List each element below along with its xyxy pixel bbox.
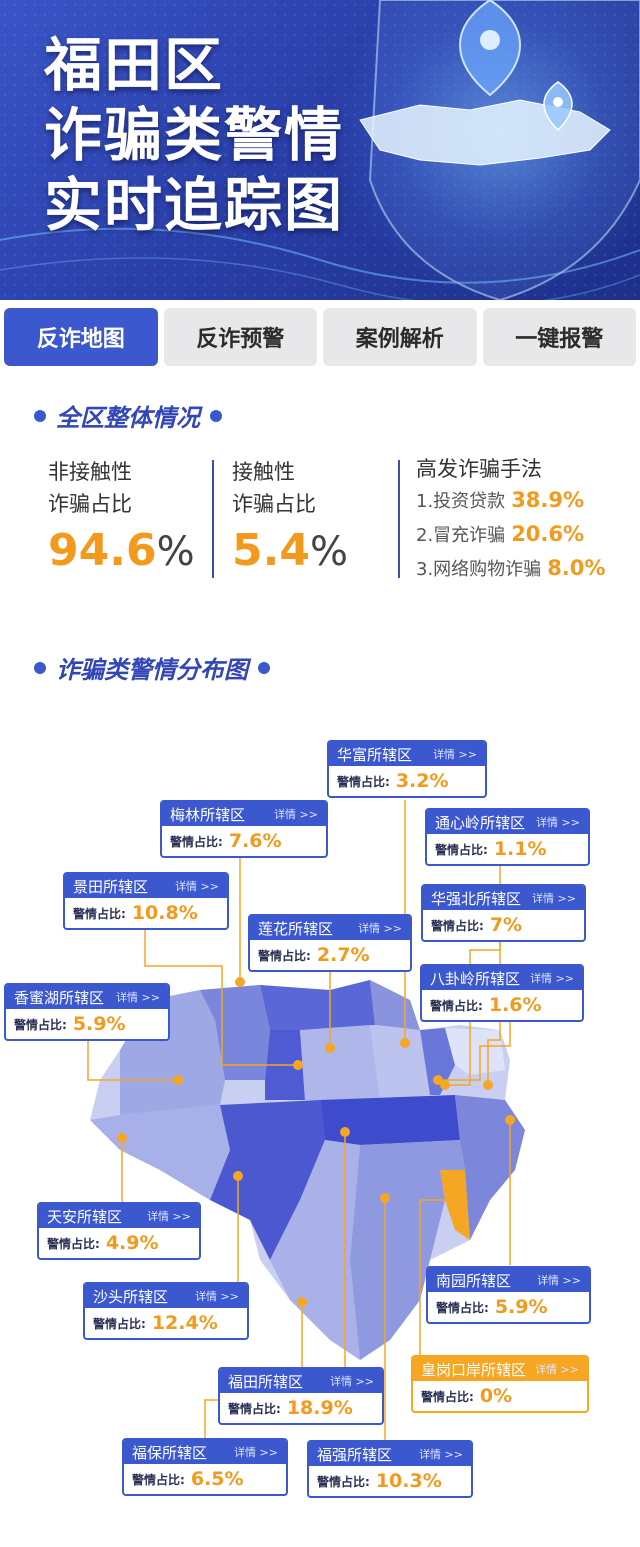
non-contact-value: 94.6% bbox=[48, 525, 195, 576]
banner-title-line-1: 福田区 bbox=[44, 31, 225, 99]
shield-map-illustration bbox=[0, 0, 640, 300]
contact-stat: 接触性 诈骗占比 5.4% bbox=[232, 456, 348, 577]
region-meilin[interactable] bbox=[260, 980, 375, 1030]
location-pin-icon bbox=[458, 0, 522, 97]
detail-link[interactable]: 详情 >> bbox=[147, 1210, 191, 1223]
district-card-tianan[interactable]: 天安所辖区 详情 >> 警情占比: 4.9% bbox=[37, 1202, 201, 1260]
non-contact-label-2: 诈骗占比 bbox=[48, 492, 132, 516]
district-card-bagualing[interactable]: 八卦岭所辖区 详情 >> 警情占比: 1.6% bbox=[420, 964, 584, 1022]
overview-title-text: 全区整体情况 bbox=[56, 404, 200, 432]
district-card-xiangmihu[interactable]: 香蜜湖所辖区 详情 >> 警情占比: 5.9% bbox=[4, 983, 170, 1041]
detail-link[interactable]: 详情 >> bbox=[537, 1274, 581, 1287]
distribution-section-title: 诈骗类警情分布图 bbox=[34, 650, 270, 685]
stat-divider bbox=[212, 460, 214, 578]
district-card-meilin[interactable]: 梅林所辖区 详情 >> 警情占比: 7.6% bbox=[160, 800, 328, 858]
district-card-huafu[interactable]: 华富所辖区 详情 >> 警情占比: 3.2% bbox=[327, 740, 487, 798]
region-fuqiang[interactable] bbox=[350, 1140, 465, 1360]
detail-link[interactable]: 详情 >> bbox=[536, 816, 580, 829]
detail-link[interactable]: 详情 >> bbox=[116, 991, 160, 1004]
detail-link[interactable]: 详情 >> bbox=[419, 1448, 463, 1461]
detail-link[interactable]: 详情 >> bbox=[234, 1446, 278, 1459]
tab-fraud-warning[interactable]: 反诈预警 bbox=[163, 308, 317, 366]
region-bagualing[interactable] bbox=[420, 1028, 455, 1095]
banner-title-line-3: 实时追踪图 bbox=[44, 171, 345, 239]
fraud-method-item: 1.投资贷款 38.9% bbox=[416, 488, 585, 512]
non-contact-label-1: 非接触性 bbox=[48, 460, 132, 484]
contact-label-1: 接触性 bbox=[232, 460, 295, 484]
detail-link[interactable]: 详情 >> bbox=[535, 1363, 579, 1376]
district-card-huaqiangbei[interactable]: 华强北所辖区 详情 >> 警情占比: 7% bbox=[421, 884, 586, 942]
region-futian[interactable] bbox=[320, 1095, 460, 1145]
fraud-method-item: 3.网络购物诈骗 8.0% bbox=[416, 556, 606, 580]
fraud-methods-title: 高发诈骗手法 bbox=[416, 457, 542, 481]
district-card-futian[interactable]: 福田所辖区 详情 >> 警情占比: 18.9% bbox=[218, 1367, 384, 1425]
detail-link[interactable]: 详情 >> bbox=[532, 892, 576, 905]
district-card-jingtian[interactable]: 景田所辖区 详情 >> 警情占比: 10.8% bbox=[63, 872, 229, 930]
district-card-fuqiang[interactable]: 福强所辖区 详情 >> 警情占比: 10.3% bbox=[307, 1440, 473, 1498]
detail-link[interactable]: 详情 >> bbox=[330, 1375, 374, 1388]
tab-one-click-report[interactable]: 一键报警 bbox=[482, 308, 636, 366]
district-card-lianhua[interactable]: 莲花所辖区 详情 >> 警情占比: 2.7% bbox=[248, 914, 412, 972]
tab-bar: 反诈地图 反诈预警 案例解析 一键报警 bbox=[4, 308, 636, 368]
detail-link[interactable]: 详情 >> bbox=[433, 748, 477, 761]
stat-divider bbox=[398, 460, 400, 578]
detail-link[interactable]: 详情 >> bbox=[195, 1290, 239, 1303]
header-banner: 福田区 诈骗类警情 实时追踪图 bbox=[0, 0, 640, 300]
detail-link[interactable]: 详情 >> bbox=[274, 808, 318, 821]
region-huafu-north[interactable] bbox=[370, 980, 420, 1030]
bullet-dot-icon bbox=[34, 409, 46, 422]
region-nanyuan[interactable] bbox=[455, 1095, 525, 1240]
district-card-fubao[interactable]: 福保所辖区 详情 >> 警情占比: 6.5% bbox=[122, 1438, 288, 1496]
region-shatou[interactable] bbox=[210, 1100, 325, 1260]
location-pin-small-icon bbox=[543, 81, 573, 132]
location-dots bbox=[117, 977, 515, 1307]
detail-link[interactable]: 详情 >> bbox=[358, 922, 402, 935]
region-tianan[interactable] bbox=[90, 1105, 230, 1200]
bullet-dot-icon bbox=[210, 409, 222, 422]
district-card-huanggang-port[interactable]: 皇岗口岸所辖区 详情 >> 警情占比: 0% bbox=[411, 1355, 589, 1413]
region-fubao[interactable] bbox=[270, 1140, 360, 1360]
detail-link[interactable]: 详情 >> bbox=[530, 972, 574, 985]
bullet-dot-icon bbox=[34, 661, 46, 674]
district-map bbox=[87, 800, 555, 1442]
region-huafu[interactable] bbox=[300, 1025, 380, 1100]
overview-section-title: 全区整体情况 bbox=[34, 398, 222, 433]
contact-label-2: 诈骗占比 bbox=[232, 492, 316, 516]
fraud-methods: 高发诈骗手法 1.投资贷款 38.9% 2.冒充诈骗 20.6% 3.网络购物诈骗 8… bbox=[416, 454, 605, 586]
contact-value: 5.4% bbox=[232, 525, 348, 576]
bullet-dot-icon bbox=[258, 661, 270, 674]
tab-anti-fraud-map[interactable]: 反诈地图 bbox=[4, 308, 158, 366]
detail-link[interactable]: 详情 >> bbox=[175, 880, 219, 893]
district-card-nanyuan[interactable]: 南园所辖区 详情 >> 警情占比: 5.9% bbox=[426, 1266, 591, 1324]
tab-case-analysis[interactable]: 案例解析 bbox=[323, 308, 477, 366]
region-huaqiangbei[interactable] bbox=[370, 1025, 430, 1100]
region-jingtian[interactable] bbox=[200, 985, 270, 1080]
distribution-title-text: 诈骗类警情分布图 bbox=[56, 656, 248, 684]
non-contact-stat: 非接触性 诈骗占比 94.6% bbox=[48, 456, 195, 577]
banner-title-line-2: 诈骗类警情 bbox=[44, 101, 345, 169]
district-card-shatou[interactable]: 沙头所辖区 详情 >> 警情占比: 12.4% bbox=[83, 1282, 249, 1340]
district-card-tongxinling[interactable]: 通心岭所辖区 详情 >> 警情占比: 1.1% bbox=[425, 808, 590, 866]
fraud-method-item: 2.冒充诈骗 20.6% bbox=[416, 522, 585, 546]
